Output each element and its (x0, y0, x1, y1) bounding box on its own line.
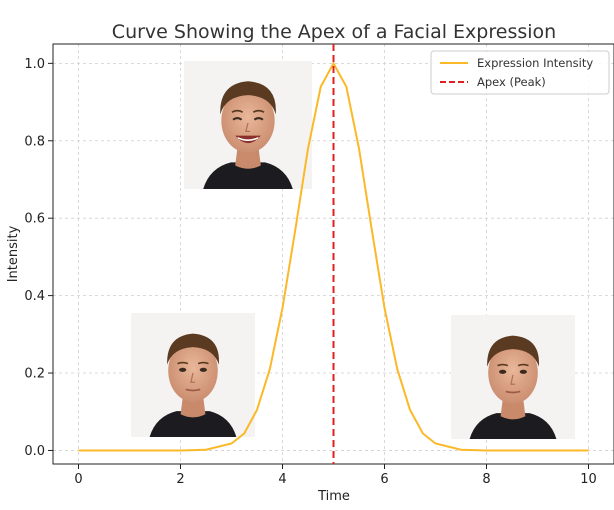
legend-label-apex: Apex (Peak) (477, 75, 546, 89)
expression-intensity-line (78, 61, 589, 452)
neutral-face-onset-image (131, 313, 255, 437)
x-tick-label: 4 (278, 472, 286, 487)
y-tick-label: 0.2 (24, 367, 45, 382)
y-tick-label: 0.6 (24, 212, 45, 227)
x-tick-label: 10 (580, 472, 597, 487)
y-tick-label: 1.0 (24, 57, 45, 72)
chart-title: Curve Showing the Apex of a Facial Expre… (112, 21, 556, 43)
legend-label-intensity: Expression Intensity (477, 56, 593, 70)
smiling-face-apex-image (183, 61, 313, 189)
y-tick-label: 0.8 (24, 134, 45, 149)
neutral-face-offset-image (450, 315, 576, 439)
x-tick-label: 2 (176, 472, 184, 487)
legend-box (430, 50, 610, 95)
x-tick-label: 0 (74, 472, 82, 487)
y-axis-ticks: 0.0 0.2 0.4 0.6 0.8 1.0 (24, 57, 53, 459)
y-tick-label: 0.4 (24, 289, 45, 304)
y-axis-label: Intensity (6, 225, 21, 282)
x-axis-ticks: 0 2 4 6 8 10 (74, 464, 597, 487)
y-tick-label: 0.0 (24, 444, 45, 459)
legend: Expression Intensity Apex (Peak) (430, 50, 610, 95)
x-tick-label: 8 (482, 472, 490, 487)
x-axis-label: Time (317, 489, 350, 504)
x-tick-label: 6 (380, 472, 388, 487)
